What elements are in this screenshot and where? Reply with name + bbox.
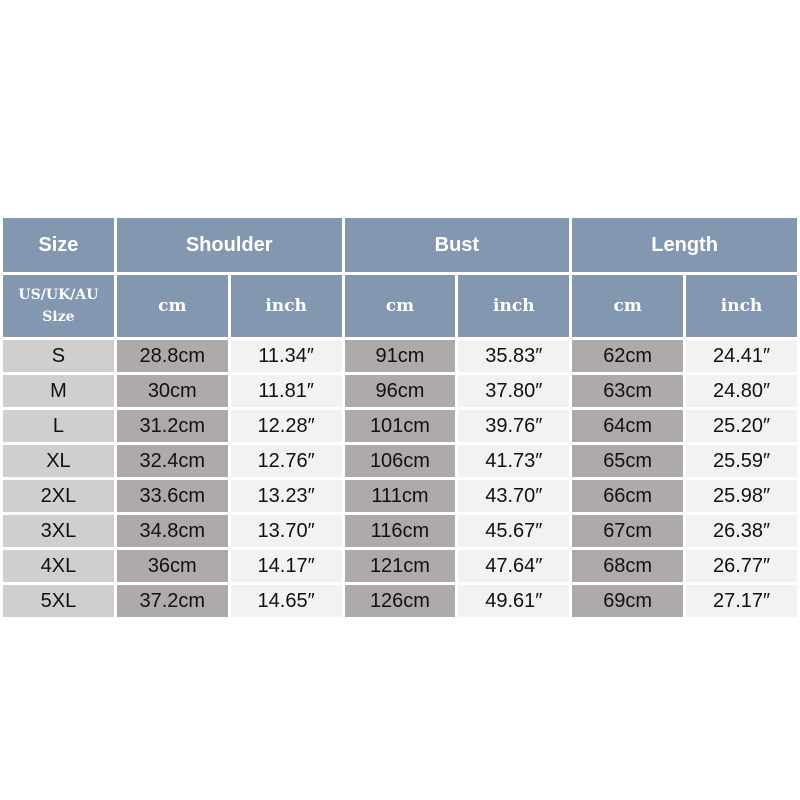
cell-bust-cm: 111cm bbox=[344, 480, 456, 512]
cell-bust-cm: 96cm bbox=[344, 375, 456, 407]
cell-bust-inch: 43.70″ bbox=[458, 480, 570, 512]
cell-length-inch: 24.41″ bbox=[686, 340, 797, 372]
cell-size: 4XL bbox=[3, 550, 114, 582]
cell-shoulder-cm: 33.6cm bbox=[116, 480, 228, 512]
cell-length-inch: 26.38″ bbox=[686, 515, 797, 547]
table-row: L 31.2cm 12.28″ 101cm 39.76″ 64cm 25.20″ bbox=[3, 410, 797, 442]
cell-shoulder-inch: 11.81″ bbox=[230, 375, 342, 407]
cell-bust-inch: 49.61″ bbox=[458, 585, 570, 617]
cell-size: S bbox=[3, 340, 114, 372]
table-row: 5XL 37.2cm 14.65″ 126cm 49.61″ 69cm 27.17″ bbox=[3, 585, 797, 617]
header-length: Length bbox=[572, 218, 797, 272]
cell-bust-inch: 41.73″ bbox=[458, 445, 570, 477]
cell-bust-cm: 116cm bbox=[344, 515, 456, 547]
size-system-label: US/UK/AU bbox=[18, 287, 99, 303]
subheader-bust-cm: cm bbox=[344, 275, 456, 337]
table-row: 3XL 34.8cm 13.70″ 116cm 45.67″ 67cm 26.38″ bbox=[3, 515, 797, 547]
cell-bust-inch: 39.76″ bbox=[458, 410, 570, 442]
cell-shoulder-inch: 12.76″ bbox=[230, 445, 342, 477]
cell-shoulder-cm: 34.8cm bbox=[116, 515, 228, 547]
cell-shoulder-cm: 37.2cm bbox=[116, 585, 228, 617]
cell-size: 5XL bbox=[3, 585, 114, 617]
cell-shoulder-inch: 14.65″ bbox=[230, 585, 342, 617]
cell-shoulder-cm: 28.8cm bbox=[116, 340, 228, 372]
cell-shoulder-inch: 13.23″ bbox=[230, 480, 342, 512]
cell-shoulder-inch: 14.17″ bbox=[230, 550, 342, 582]
cell-size: XL bbox=[3, 445, 114, 477]
cell-bust-inch: 47.64″ bbox=[458, 550, 570, 582]
cell-shoulder-cm: 36cm bbox=[116, 550, 228, 582]
size-chart-table: Size Shoulder Bust Length US/UK/AU Size c… bbox=[0, 215, 800, 620]
subheader-bust-inch: inch bbox=[458, 275, 570, 337]
subheader-length-inch: inch bbox=[686, 275, 797, 337]
cell-size: 3XL bbox=[3, 515, 114, 547]
table-row: S 28.8cm 11.34″ 91cm 35.83″ 62cm 24.41″ bbox=[3, 340, 797, 372]
cell-length-inch: 25.59″ bbox=[686, 445, 797, 477]
cell-shoulder-cm: 30cm bbox=[116, 375, 228, 407]
cell-length-cm: 65cm bbox=[572, 445, 684, 477]
cell-shoulder-inch: 13.70″ bbox=[230, 515, 342, 547]
cell-length-cm: 66cm bbox=[572, 480, 684, 512]
subheader-shoulder-inch: inch bbox=[230, 275, 342, 337]
cell-length-cm: 69cm bbox=[572, 585, 684, 617]
header-bust: Bust bbox=[344, 218, 570, 272]
cell-length-inch: 24.80″ bbox=[686, 375, 797, 407]
subheader-length-cm: cm bbox=[572, 275, 684, 337]
table-row: M 30cm 11.81″ 96cm 37.80″ 63cm 24.80″ bbox=[3, 375, 797, 407]
cell-shoulder-inch: 12.28″ bbox=[230, 410, 342, 442]
cell-bust-inch: 45.67″ bbox=[458, 515, 570, 547]
cell-bust-cm: 121cm bbox=[344, 550, 456, 582]
cell-length-cm: 67cm bbox=[572, 515, 684, 547]
cell-length-inch: 25.20″ bbox=[686, 410, 797, 442]
cell-length-cm: 68cm bbox=[572, 550, 684, 582]
cell-length-cm: 64cm bbox=[572, 410, 684, 442]
cell-length-inch: 26.77″ bbox=[686, 550, 797, 582]
cell-shoulder-cm: 32.4cm bbox=[116, 445, 228, 477]
subheader-row: US/UK/AU Size cm inch cm inch cm inch bbox=[3, 275, 797, 337]
size-label: Size bbox=[42, 309, 75, 325]
cell-bust-inch: 37.80″ bbox=[458, 375, 570, 407]
subheader-size: US/UK/AU Size bbox=[3, 275, 114, 337]
cell-shoulder-cm: 31.2cm bbox=[116, 410, 228, 442]
cell-bust-cm: 91cm bbox=[344, 340, 456, 372]
table-row: 2XL 33.6cm 13.23″ 111cm 43.70″ 66cm 25.98″ bbox=[3, 480, 797, 512]
subheader-shoulder-cm: cm bbox=[116, 275, 228, 337]
cell-size: L bbox=[3, 410, 114, 442]
cell-length-inch: 27.17″ bbox=[686, 585, 797, 617]
cell-bust-cm: 126cm bbox=[344, 585, 456, 617]
cell-bust-inch: 35.83″ bbox=[458, 340, 570, 372]
cell-size: M bbox=[3, 375, 114, 407]
cell-length-inch: 25.98″ bbox=[686, 480, 797, 512]
header-size: Size bbox=[3, 218, 114, 272]
header-row: Size Shoulder Bust Length bbox=[3, 218, 797, 272]
table-row: 4XL 36cm 14.17″ 121cm 47.64″ 68cm 26.77″ bbox=[3, 550, 797, 582]
cell-length-cm: 63cm bbox=[572, 375, 684, 407]
cell-bust-cm: 106cm bbox=[344, 445, 456, 477]
cell-bust-cm: 101cm bbox=[344, 410, 456, 442]
header-shoulder: Shoulder bbox=[116, 218, 342, 272]
cell-length-cm: 62cm bbox=[572, 340, 684, 372]
cell-shoulder-inch: 11.34″ bbox=[230, 340, 342, 372]
table-row: XL 32.4cm 12.76″ 106cm 41.73″ 65cm 25.59″ bbox=[3, 445, 797, 477]
cell-size: 2XL bbox=[3, 480, 114, 512]
